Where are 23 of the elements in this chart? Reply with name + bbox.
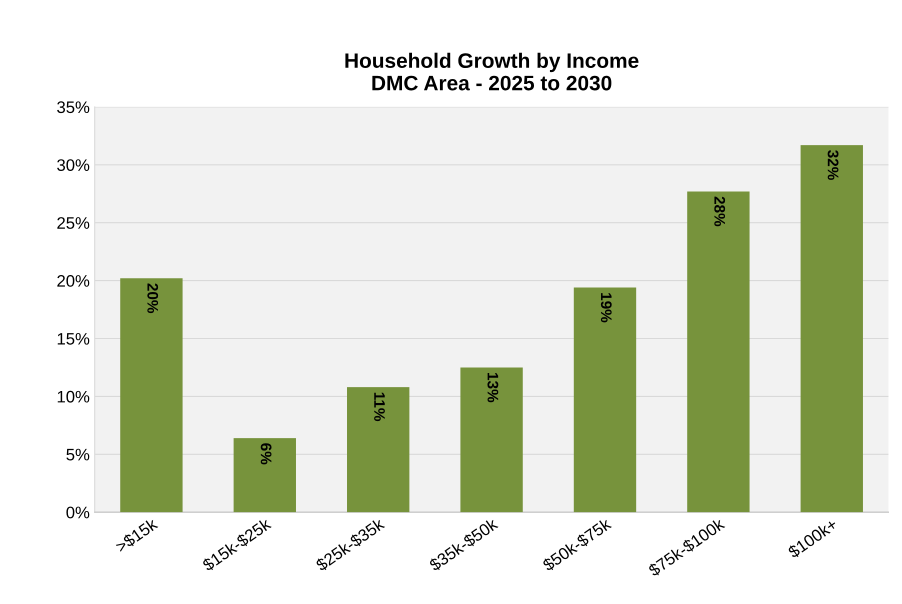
data-label: 11% — [374, 392, 385, 422]
y-tick-label: 20% — [57, 275, 90, 287]
y-tick-label: 30% — [57, 159, 90, 172]
bar — [347, 387, 410, 512]
y-tick-label: 25% — [57, 217, 90, 229]
y-tick-label: 35% — [57, 101, 90, 114]
data-label: 13% — [487, 373, 498, 402]
data-label: 28% — [714, 196, 726, 226]
y-tick-label: 10% — [58, 390, 90, 403]
y-tick-label: 0% — [66, 506, 90, 518]
bar — [800, 145, 863, 512]
data-label: 6% — [260, 443, 272, 464]
chart-title: Household Growth by Income DMC Area - 2025 to 2030 — [345, 52, 638, 90]
y-tick-label: 5% — [66, 448, 90, 460]
bar — [687, 191, 750, 512]
data-label: 32% — [828, 150, 838, 180]
bar — [460, 367, 523, 512]
bar — [120, 278, 183, 512]
data-label: 19% — [600, 293, 612, 322]
data-label: 20% — [147, 283, 158, 314]
bar — [574, 288, 636, 512]
bar — [234, 438, 296, 512]
y-tick-label: 15% — [58, 332, 90, 345]
